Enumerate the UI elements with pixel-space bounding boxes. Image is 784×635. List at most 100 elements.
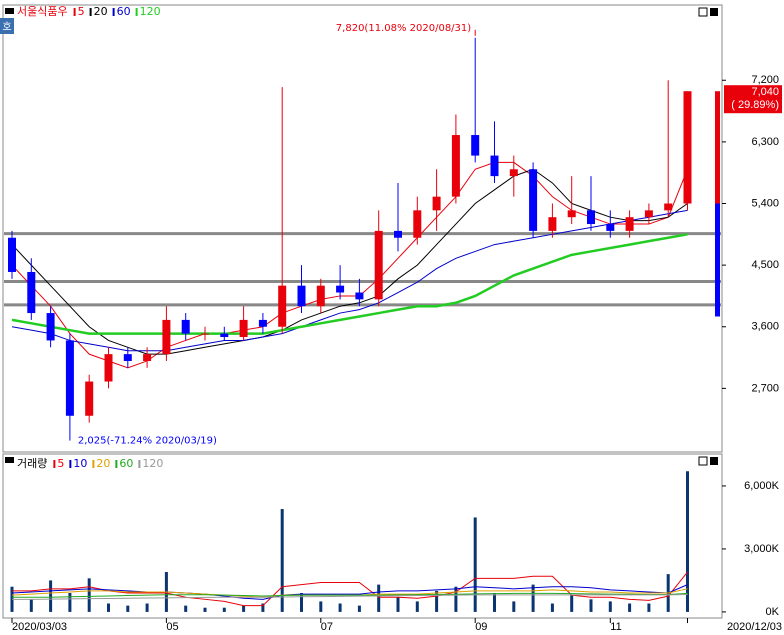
legend-swatch xyxy=(69,460,72,468)
volume-bar xyxy=(550,603,554,612)
y-tick-label: 3,600 xyxy=(751,321,779,333)
legend-label: 120 xyxy=(140,5,161,18)
candle-body xyxy=(394,230,402,238)
volume-bar xyxy=(261,603,265,612)
y-tick-label: 7,200 xyxy=(751,74,779,86)
legend-label: 20 xyxy=(96,457,110,470)
volume-bar xyxy=(454,586,458,612)
volume-bar xyxy=(126,605,130,612)
y-tick-label: 0K xyxy=(766,606,780,618)
ma-line xyxy=(12,593,688,600)
volume-bar xyxy=(184,605,188,612)
volume-bar xyxy=(222,607,226,612)
window-button[interactable] xyxy=(710,8,718,16)
y-tick-label: 4,500 xyxy=(751,259,779,271)
x-tick-label: 05 xyxy=(166,621,178,633)
volume-bar xyxy=(608,601,612,612)
price-range-bar xyxy=(715,203,720,317)
candle-body xyxy=(85,381,94,416)
volume-bar xyxy=(145,603,149,612)
candle-body xyxy=(27,271,36,314)
price-panel xyxy=(2,4,723,453)
last-price-box xyxy=(724,85,782,114)
panel-icon xyxy=(5,8,14,14)
x-tick-label: 11 xyxy=(610,621,621,633)
candle-body xyxy=(162,319,171,355)
volume-bar xyxy=(570,595,574,612)
window-button[interactable] xyxy=(698,7,708,17)
legend-swatch xyxy=(73,8,76,16)
candle-body xyxy=(471,135,480,156)
last-price-change: ( 29.89%) xyxy=(731,99,779,111)
volume-bar xyxy=(589,599,593,612)
volume-bar xyxy=(435,590,439,612)
ma-line xyxy=(11,168,688,355)
candle-body xyxy=(490,155,499,177)
candle-body xyxy=(258,319,267,327)
panel-icon xyxy=(5,457,14,463)
x-tick-label: 2020/12/03 xyxy=(727,621,782,633)
candle-body xyxy=(683,91,692,204)
legend-swatch xyxy=(89,8,92,16)
volume-bar xyxy=(242,605,246,612)
candle-body xyxy=(239,319,248,338)
candle-body xyxy=(529,169,538,231)
volume-bar xyxy=(415,601,419,612)
legend-label: 5 xyxy=(57,457,64,470)
volume-bar xyxy=(203,607,207,612)
candle-body xyxy=(123,354,132,361)
legend-label: 5 xyxy=(78,5,85,18)
volume-bar xyxy=(686,471,689,612)
y-tick-label: 5,400 xyxy=(751,197,779,209)
y-tick-label: 3,000K xyxy=(744,543,780,555)
legend-label: 60 xyxy=(117,5,131,18)
badge[interactable] xyxy=(0,18,14,34)
volume-bar xyxy=(49,580,53,612)
candle-body xyxy=(297,285,306,307)
x-tick-label: 2020/03/03 xyxy=(12,621,67,633)
y-tick-label: 6,300 xyxy=(751,136,779,148)
y-tick-label: 6,000K xyxy=(744,480,780,492)
annotation: 7,820(11.08% 2020/08/31) xyxy=(336,23,471,34)
candle-body xyxy=(432,196,441,211)
volume-bar xyxy=(29,599,33,612)
candle-body xyxy=(278,285,287,327)
window-button[interactable] xyxy=(698,456,708,466)
candle-body xyxy=(316,285,325,307)
volume-bar xyxy=(319,601,323,612)
candle-body xyxy=(201,333,209,335)
candle-body xyxy=(664,203,673,211)
candle-body xyxy=(336,285,345,293)
x-tick-label: 09 xyxy=(475,621,487,633)
volume-bar xyxy=(280,509,284,612)
candle-body xyxy=(143,354,152,361)
ma-line xyxy=(12,571,688,607)
ma-line xyxy=(11,209,688,352)
candle-body xyxy=(104,354,113,382)
legend-label: 120 xyxy=(142,457,163,470)
legend-title: 거래량 xyxy=(17,457,47,470)
candle-body xyxy=(509,169,518,177)
legend-swatch xyxy=(92,460,95,468)
volume-bar xyxy=(107,603,110,612)
volume-bar xyxy=(87,578,91,612)
x-tick-label: 07 xyxy=(321,621,333,633)
volume-bar xyxy=(377,584,381,612)
legend-label: 10 xyxy=(73,457,87,470)
candle-body xyxy=(451,135,460,197)
badge-text: 호 xyxy=(2,21,11,33)
volume-bar xyxy=(647,603,651,612)
legend-swatch xyxy=(135,8,138,16)
candle-body xyxy=(374,230,383,300)
candle-body xyxy=(220,333,229,338)
legend-swatch xyxy=(112,8,115,16)
legend-label: 60 xyxy=(119,457,133,470)
candle-body xyxy=(567,210,576,218)
volume-bar xyxy=(396,597,400,612)
legend-swatch xyxy=(115,460,118,468)
ma-line xyxy=(12,592,688,598)
window-button[interactable] xyxy=(710,457,718,465)
price-range-bar xyxy=(715,91,720,204)
candle-body xyxy=(8,237,16,272)
candle-body xyxy=(548,217,557,231)
